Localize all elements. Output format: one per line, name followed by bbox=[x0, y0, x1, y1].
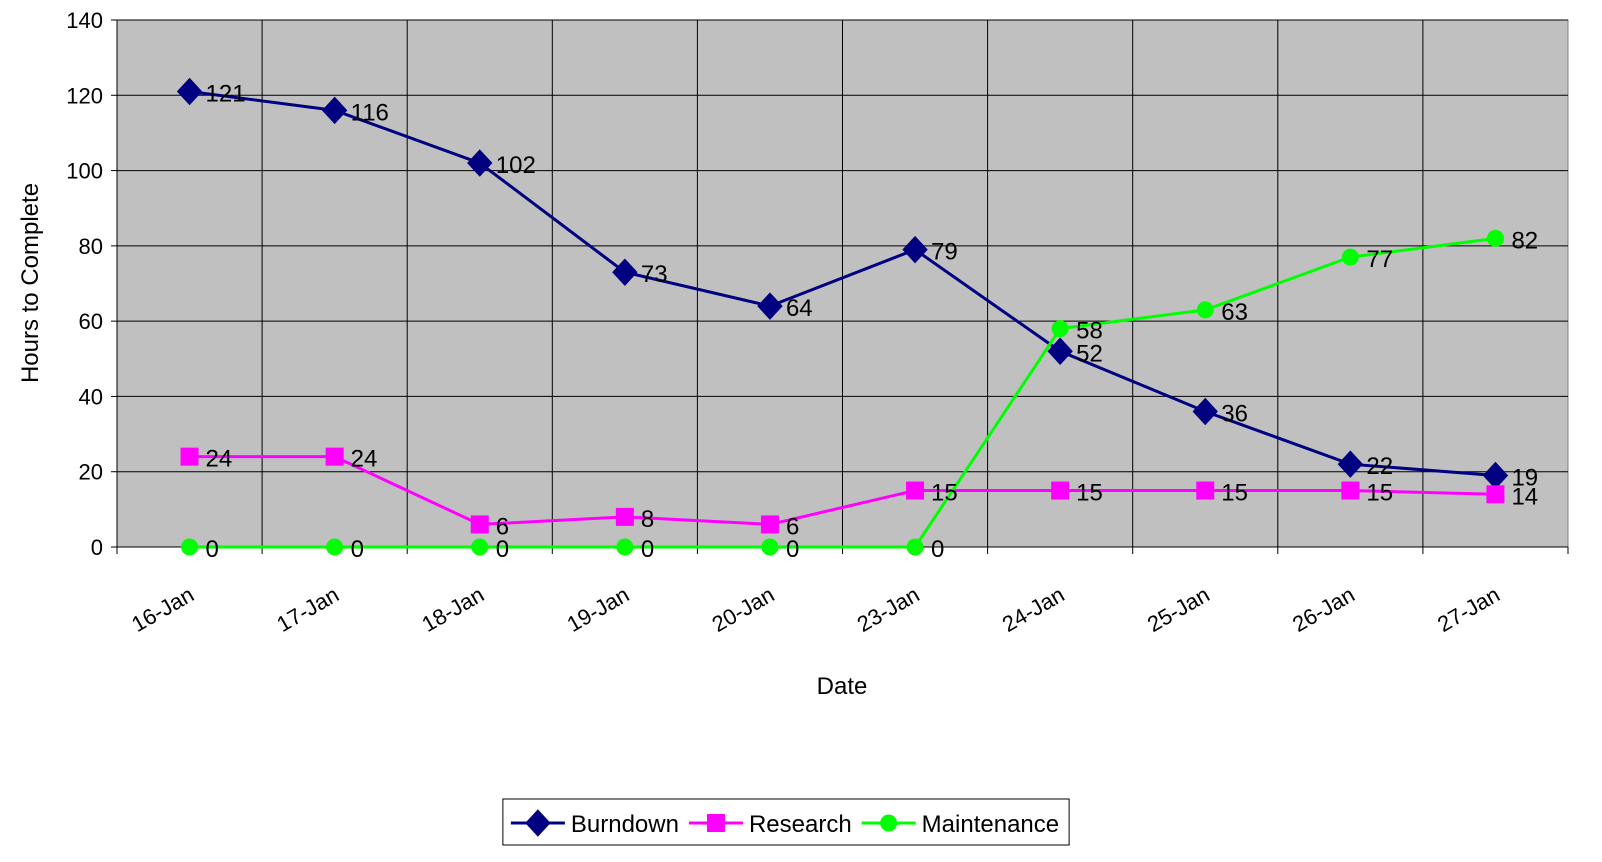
y-axis-title: Hours to Complete bbox=[17, 183, 44, 383]
marker-square bbox=[615, 507, 634, 526]
data-label: 15 bbox=[1076, 480, 1103, 507]
data-label: 121 bbox=[206, 81, 246, 108]
data-label: 6 bbox=[786, 513, 799, 540]
data-label: 24 bbox=[351, 446, 378, 473]
data-label: 64 bbox=[786, 295, 813, 322]
marker-circle bbox=[471, 538, 489, 556]
data-label: 79 bbox=[931, 239, 958, 266]
x-tick-label: 20-Jan bbox=[708, 582, 779, 637]
y-tick-label: 80 bbox=[79, 234, 103, 259]
marker-square bbox=[1051, 481, 1070, 500]
marker-diamond bbox=[1192, 397, 1218, 426]
marker-square bbox=[760, 515, 779, 534]
data-label: 0 bbox=[351, 536, 364, 563]
x-tick-label: 27-Jan bbox=[1433, 582, 1504, 637]
series-line bbox=[189, 90, 1496, 477]
y-tick-label: 100 bbox=[66, 159, 103, 184]
legend-label: Burndown bbox=[571, 811, 679, 838]
x-tick-label: 18-Jan bbox=[417, 582, 488, 637]
data-label: 63 bbox=[1221, 299, 1248, 326]
marker-diamond bbox=[525, 809, 551, 837]
marker-diamond bbox=[1337, 450, 1364, 478]
x-tick-label: 17-Jan bbox=[272, 582, 343, 637]
data-label: 102 bbox=[496, 152, 536, 179]
marker-diamond bbox=[1047, 337, 1073, 365]
data-label: 14 bbox=[1511, 483, 1538, 510]
marker-square bbox=[706, 814, 725, 832]
marker-diamond bbox=[467, 149, 493, 177]
data-label: 24 bbox=[206, 446, 233, 473]
data-label: 15 bbox=[1221, 480, 1248, 507]
marker-circle bbox=[326, 538, 344, 556]
marker-circle bbox=[880, 814, 898, 832]
data-label: 0 bbox=[641, 536, 654, 563]
data-label: 0 bbox=[931, 536, 944, 563]
data-label: 6 bbox=[496, 513, 509, 540]
y-tick-label: 40 bbox=[79, 384, 103, 409]
data-label: 15 bbox=[931, 480, 958, 507]
data-label: 15 bbox=[1366, 480, 1393, 507]
x-tick-label: 24-Jan bbox=[998, 582, 1069, 637]
marker-square bbox=[180, 447, 199, 466]
x-tick-label: 16-Jan bbox=[127, 582, 198, 637]
marker-diamond bbox=[902, 235, 928, 264]
y-tick-label: 20 bbox=[79, 460, 103, 485]
legend-box bbox=[502, 798, 1070, 846]
series-line bbox=[189, 455, 1496, 526]
marker-circle bbox=[1051, 320, 1069, 338]
marker-circle bbox=[906, 538, 924, 556]
data-label: 116 bbox=[351, 99, 389, 126]
marker-diamond bbox=[176, 77, 203, 106]
marker-square bbox=[1341, 481, 1360, 500]
data-label: 52 bbox=[1076, 340, 1103, 367]
marker-square bbox=[470, 515, 489, 534]
data-label: 82 bbox=[1511, 227, 1538, 254]
marker-square bbox=[1486, 485, 1505, 504]
marker-diamond bbox=[757, 292, 783, 320]
y-tick-label: 120 bbox=[66, 83, 103, 108]
data-label: 8 bbox=[641, 506, 654, 533]
marker-circle bbox=[616, 538, 634, 556]
y-tick-label: 60 bbox=[79, 309, 103, 334]
x-tick-label: 26-Jan bbox=[1288, 582, 1359, 637]
y-tick-label: 140 bbox=[66, 8, 103, 33]
marker-circle bbox=[761, 538, 779, 556]
x-axis-title: Date bbox=[817, 673, 868, 700]
data-label: 36 bbox=[1221, 400, 1248, 427]
marker-circle bbox=[1196, 301, 1214, 319]
data-label: 77 bbox=[1366, 246, 1393, 273]
data-label: 0 bbox=[206, 536, 219, 563]
data-label: 0 bbox=[496, 536, 509, 563]
data-label: 73 bbox=[641, 261, 668, 288]
marker-diamond bbox=[321, 96, 348, 125]
x-tick-label: 19-Jan bbox=[563, 582, 634, 637]
marker-circle bbox=[181, 538, 199, 556]
marker-circle bbox=[1486, 229, 1504, 247]
marker-square bbox=[325, 447, 344, 466]
legend-label: Maintenance bbox=[922, 811, 1059, 838]
marker-square bbox=[906, 481, 925, 500]
x-tick-label: 25-Jan bbox=[1143, 582, 1214, 637]
series-line bbox=[189, 236, 1496, 549]
marker-circle bbox=[1341, 248, 1359, 266]
legend: Burndown Research Maintenance bbox=[502, 798, 1070, 846]
data-label: 19 bbox=[1511, 464, 1538, 491]
data-label: 22 bbox=[1366, 453, 1393, 480]
y-tick-label: 0 bbox=[91, 535, 103, 560]
x-tick-label: 23-Jan bbox=[853, 582, 924, 637]
legend-label: Research bbox=[749, 811, 852, 838]
marker-diamond bbox=[612, 258, 638, 286]
data-label: 0 bbox=[786, 536, 799, 563]
data-label: 58 bbox=[1076, 318, 1103, 345]
marker-square bbox=[1196, 481, 1215, 500]
